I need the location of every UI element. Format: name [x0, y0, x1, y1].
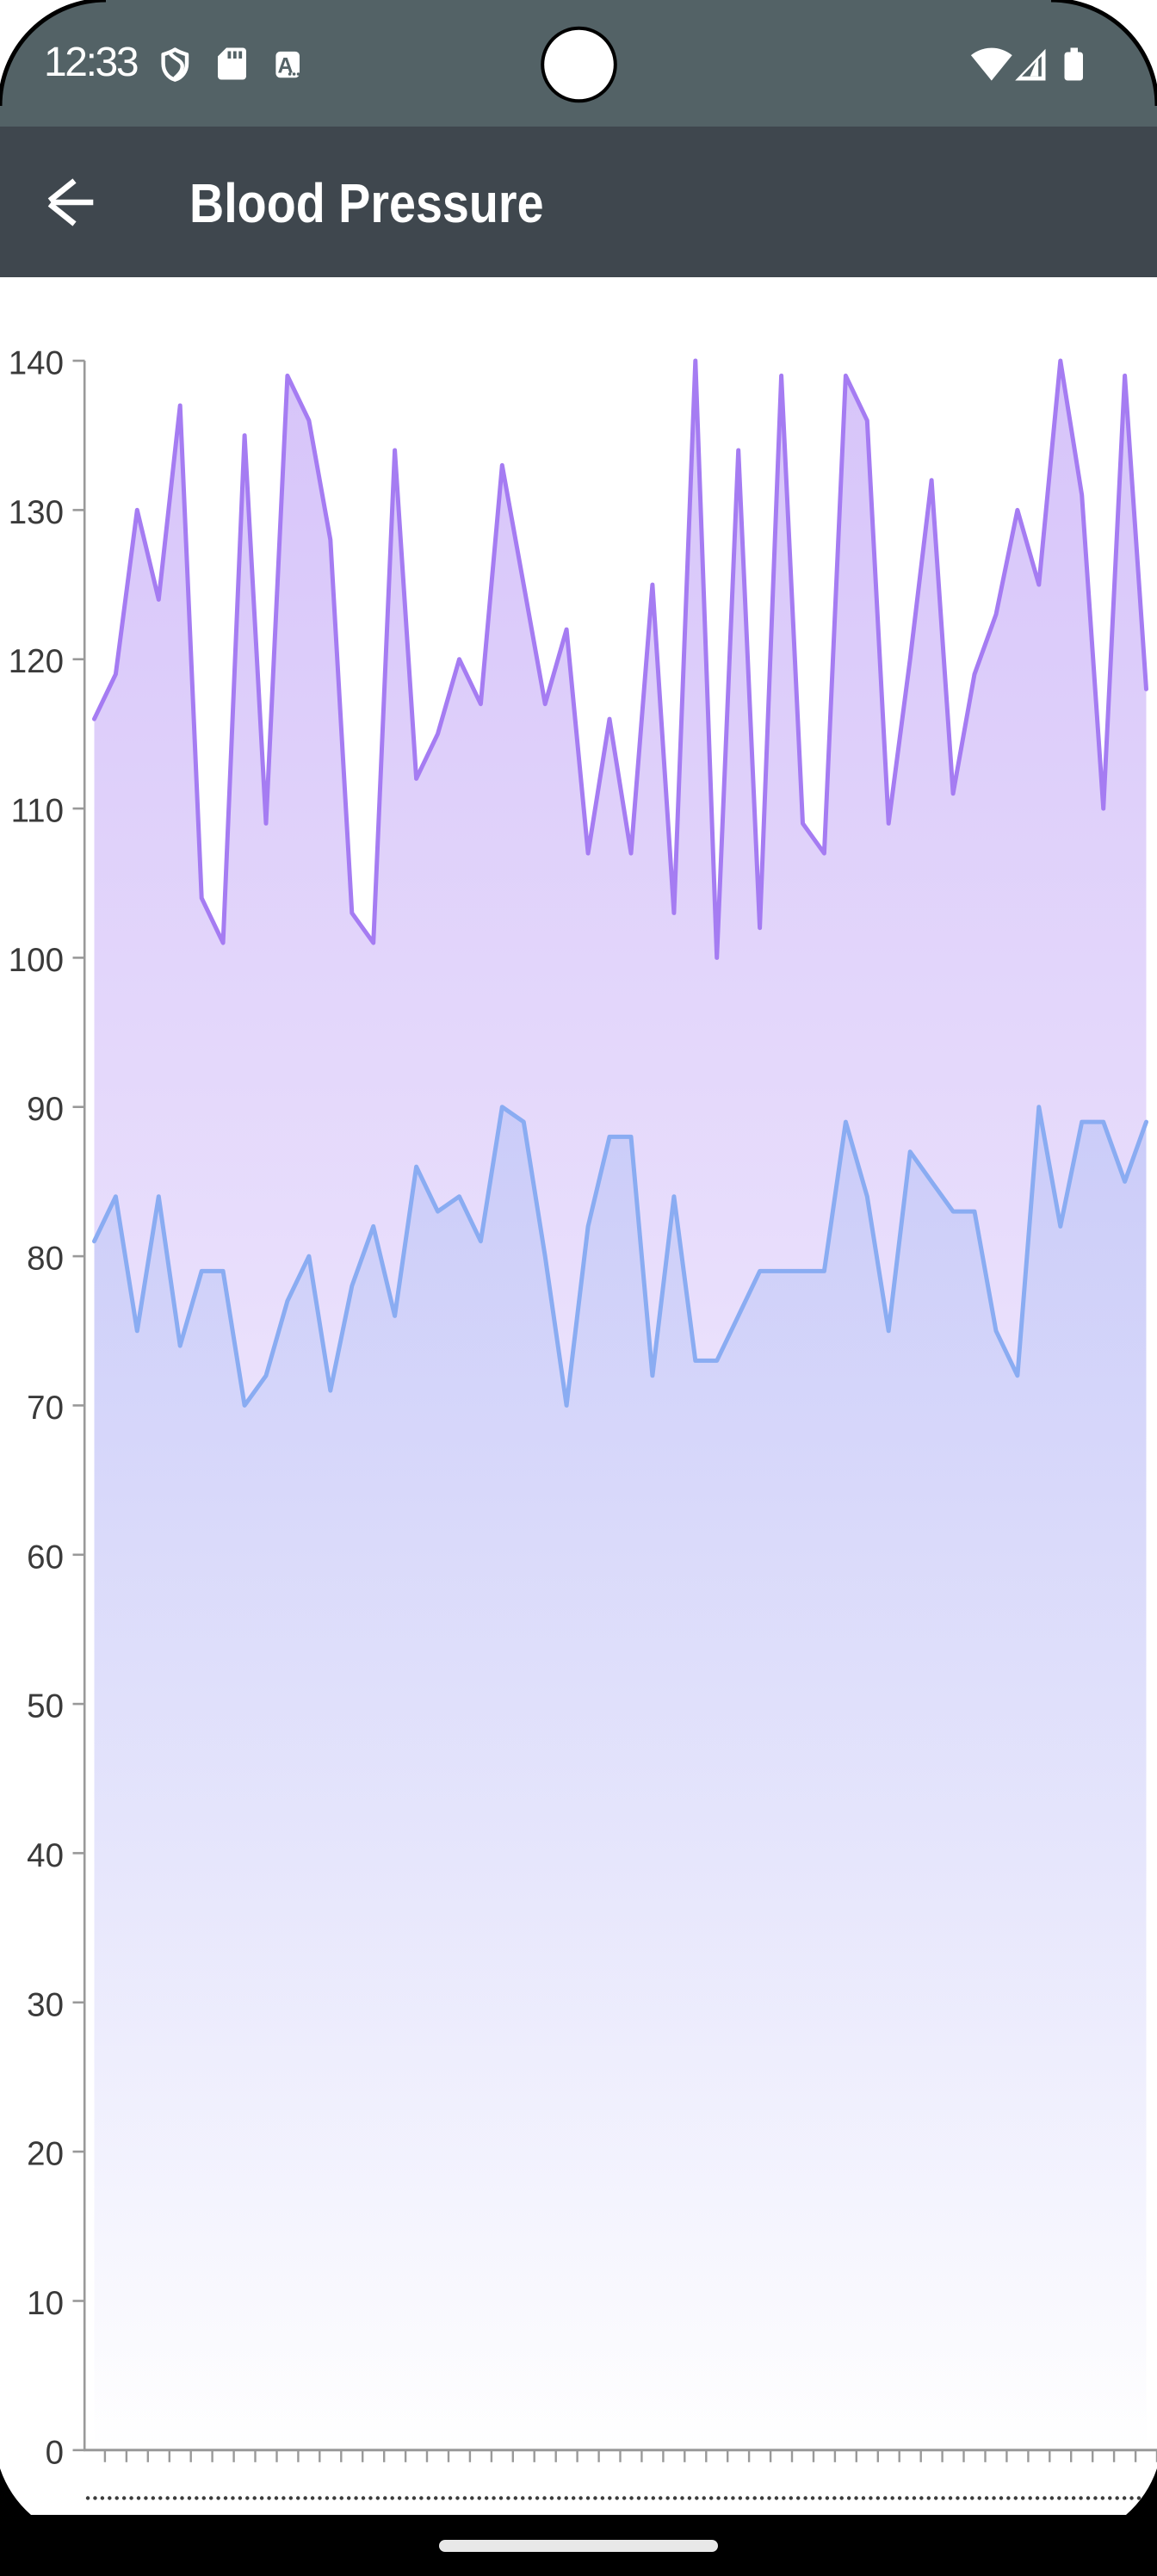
svg-text:70: 70	[27, 1390, 64, 1427]
svg-text:20: 20	[27, 2136, 64, 2173]
svg-text:130: 130	[9, 494, 64, 531]
svg-text:30: 30	[27, 1986, 64, 2023]
svg-text:50: 50	[27, 1688, 64, 1725]
svg-text:0: 0	[46, 2434, 64, 2471]
svg-text:10: 10	[27, 2285, 64, 2322]
svg-text:140: 140	[9, 345, 64, 382]
svg-text:120: 120	[9, 643, 64, 680]
svg-text:A: A	[277, 54, 293, 78]
svg-text:110: 110	[11, 793, 64, 830]
svg-text:100: 100	[9, 942, 64, 979]
svg-text:60: 60	[27, 1539, 64, 1576]
svg-text:90: 90	[27, 1091, 64, 1128]
svg-text:40: 40	[27, 1837, 64, 1874]
svg-text:80: 80	[27, 1241, 64, 1278]
